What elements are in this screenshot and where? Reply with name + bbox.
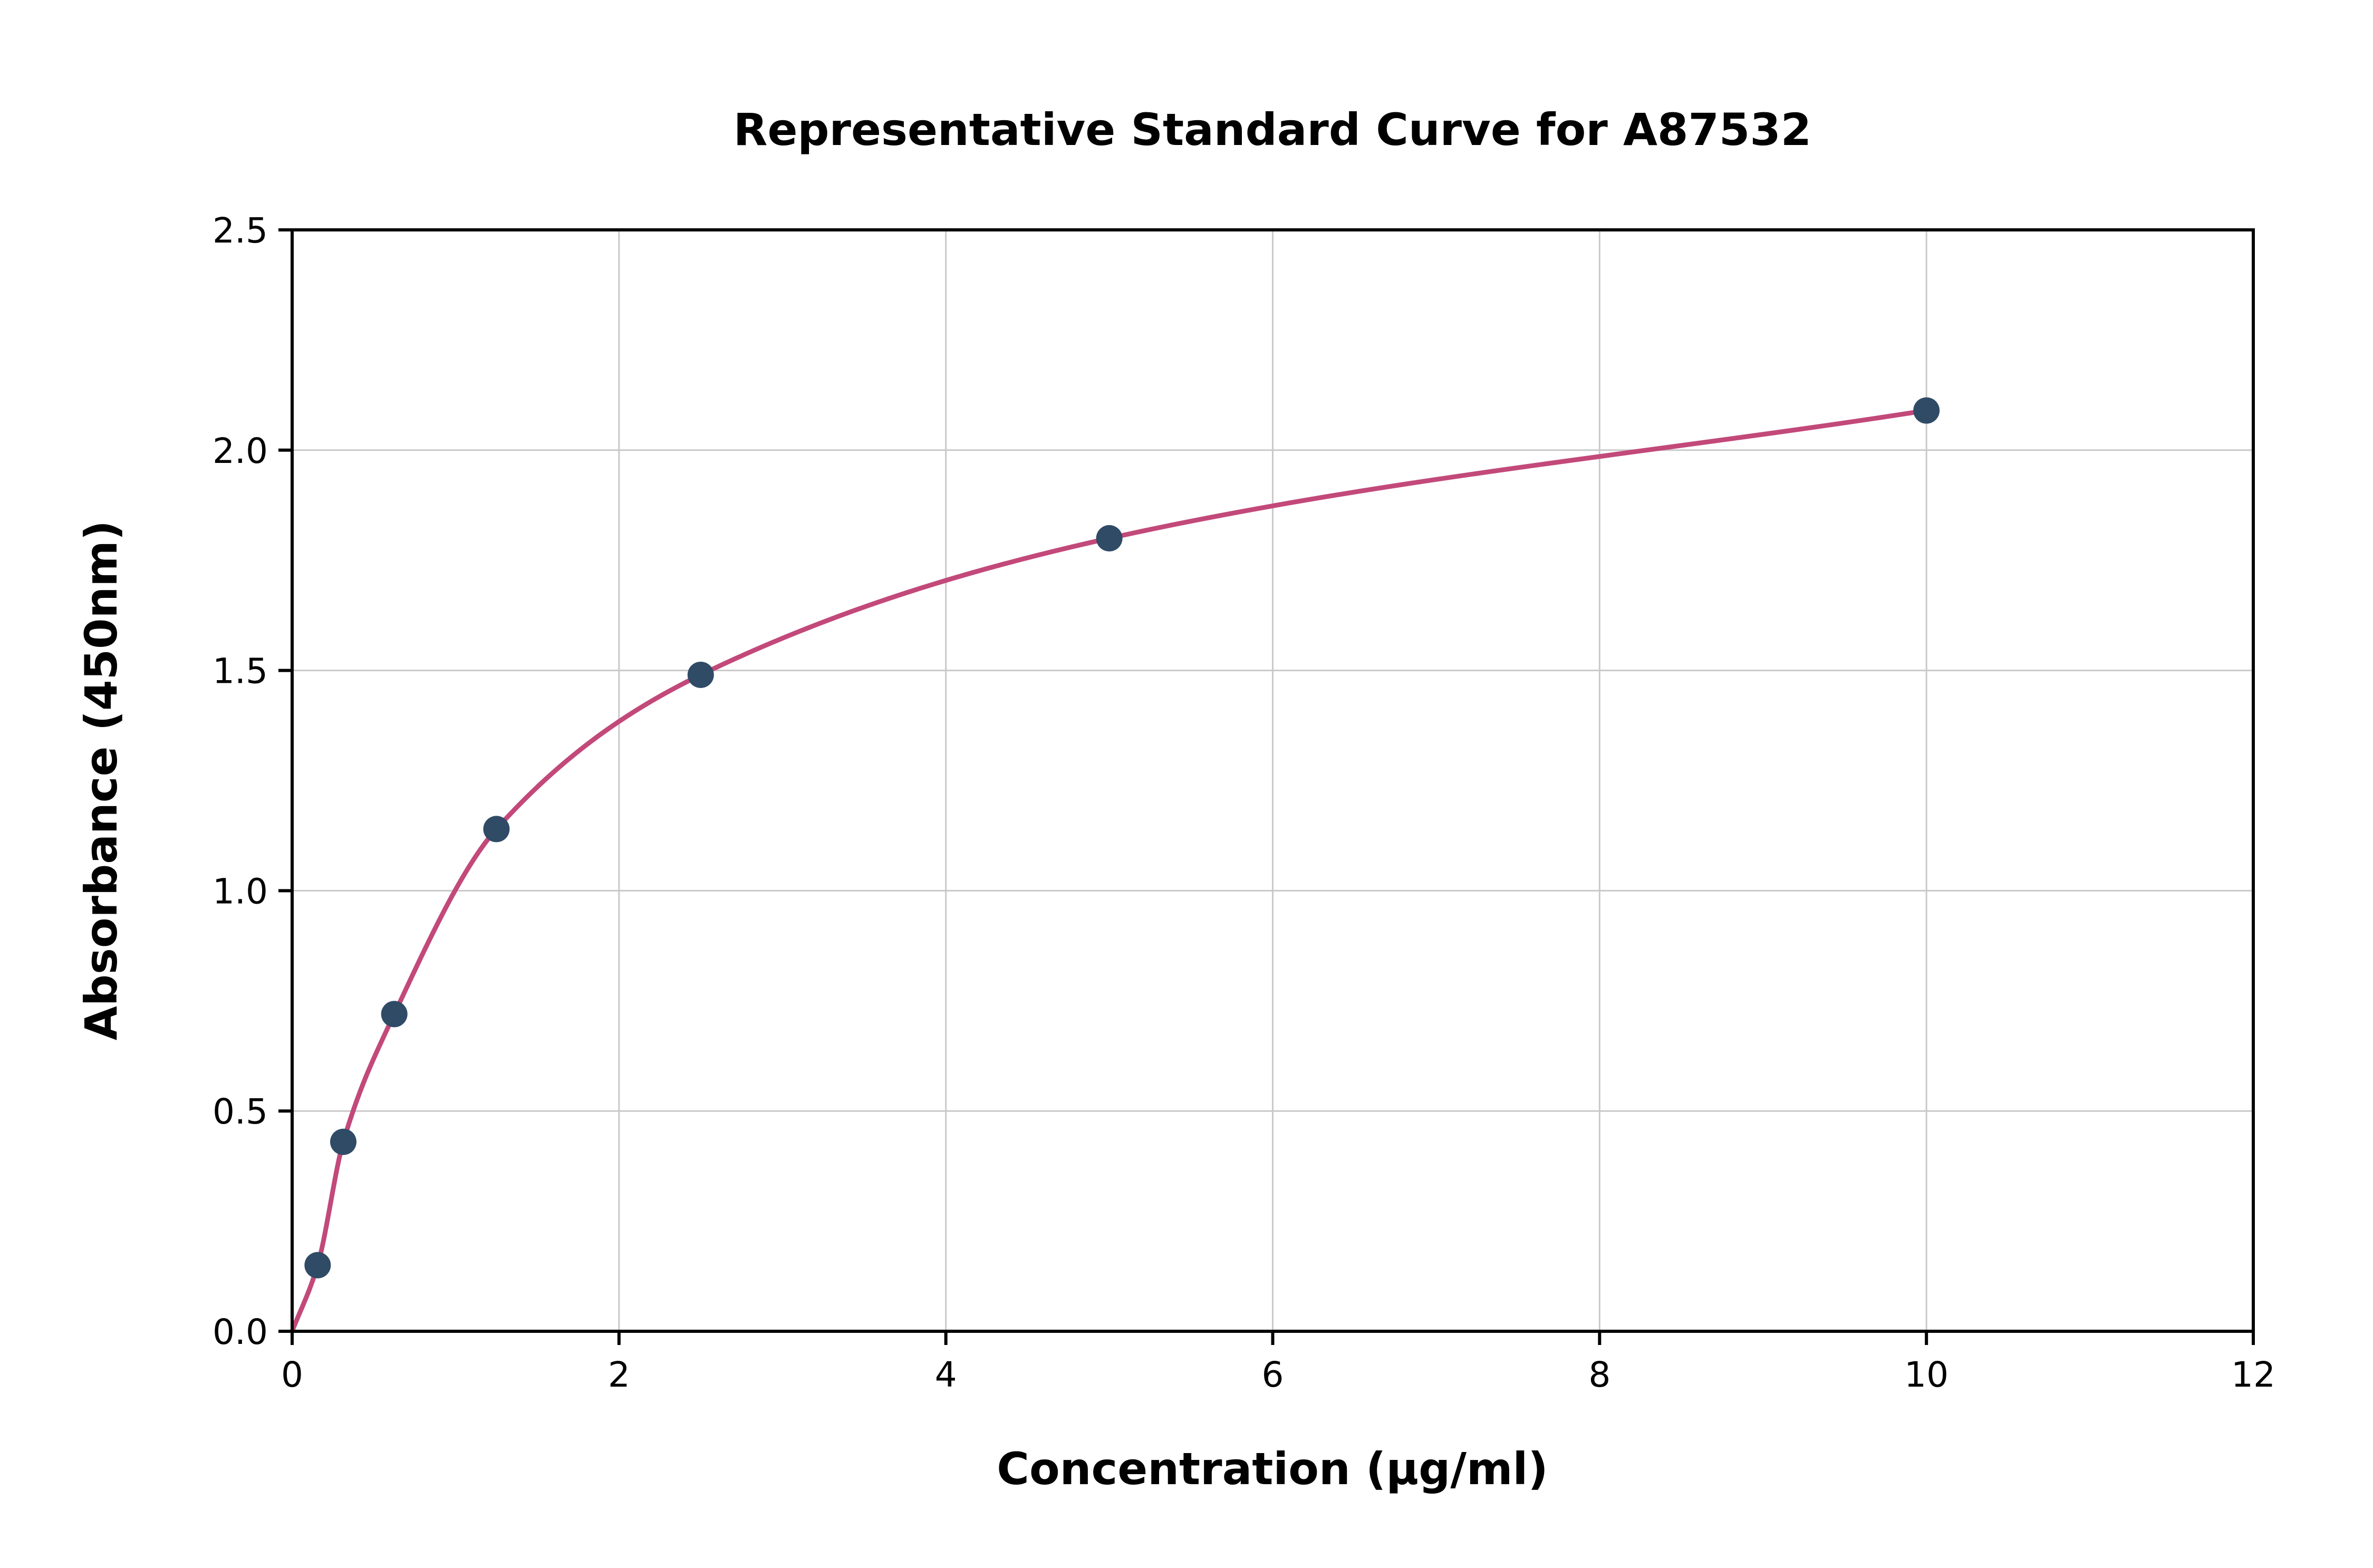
grid-lines — [291, 229, 2254, 1332]
fit-curve-path — [290, 408, 1929, 1334]
x-tick-label: 0 — [281, 1354, 303, 1395]
y-axis-label: Absorbance (450nm) — [75, 520, 127, 1040]
x-tick-label: 8 — [1588, 1354, 1610, 1395]
data-point — [687, 661, 714, 688]
y-tick-label: 0.0 — [213, 1312, 268, 1352]
tick-labels: 0 2 4 6 8 10 12 0.0 0.5 1.0 1.5 2.0 2.5 — [213, 210, 2275, 1395]
x-tick-label: 10 — [1904, 1354, 1948, 1395]
x-axis-label: Concentration (µg/ml) — [997, 1443, 1548, 1495]
y-tick-label: 2.5 — [213, 210, 268, 251]
x-tick-label: 4 — [935, 1354, 957, 1395]
y-tick-label: 1.5 — [213, 651, 268, 692]
x-tick-label: 6 — [1262, 1354, 1284, 1395]
y-tick-label: 2.0 — [213, 431, 268, 471]
data-point — [483, 816, 510, 843]
data-point — [381, 1001, 408, 1028]
x-tick-label: 12 — [2231, 1354, 2275, 1395]
axis-ticks — [278, 228, 2255, 1345]
data-point — [330, 1128, 357, 1155]
chart-title: Representative Standard Curve for A87532 — [734, 104, 1811, 156]
data-point — [304, 1252, 331, 1279]
y-tick-label: 0.5 — [213, 1091, 268, 1132]
data-point — [1913, 397, 1940, 424]
series-layer — [290, 397, 1940, 1334]
y-tick-label: 1.0 — [213, 871, 268, 912]
data-point — [1096, 525, 1123, 551]
x-tick-label: 2 — [608, 1354, 630, 1395]
